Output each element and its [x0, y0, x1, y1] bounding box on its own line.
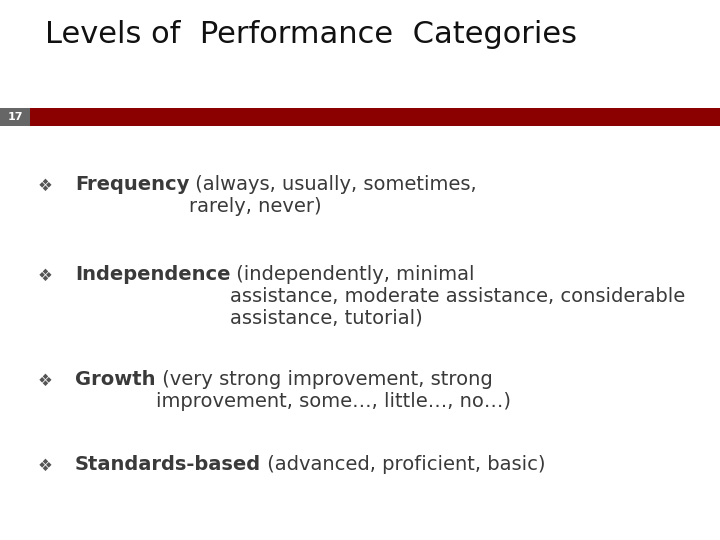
- Text: Standards-based: Standards-based: [75, 455, 261, 474]
- Text: (advanced, proficient, basic): (advanced, proficient, basic): [261, 455, 546, 474]
- Text: Independence: Independence: [75, 265, 230, 284]
- Text: Levels of  Performance  Categories: Levels of Performance Categories: [45, 20, 577, 49]
- Text: (independently, minimal
assistance, moderate assistance, considerable
assistance: (independently, minimal assistance, mode…: [230, 265, 685, 328]
- Text: ❖: ❖: [37, 372, 53, 390]
- Text: 17: 17: [7, 112, 23, 122]
- Bar: [30, 108, 720, 126]
- Text: Frequency: Frequency: [75, 175, 189, 194]
- Text: Growth: Growth: [75, 370, 156, 389]
- Text: (very strong improvement, strong
improvement, some…, little…, no…): (very strong improvement, strong improve…: [156, 370, 510, 411]
- Text: ❖: ❖: [37, 177, 53, 195]
- Text: (always, usually, sometimes,
rarely, never): (always, usually, sometimes, rarely, nev…: [189, 175, 477, 216]
- Text: ❖: ❖: [37, 267, 53, 285]
- Text: ❖: ❖: [37, 457, 53, 475]
- Bar: [0, 108, 30, 126]
